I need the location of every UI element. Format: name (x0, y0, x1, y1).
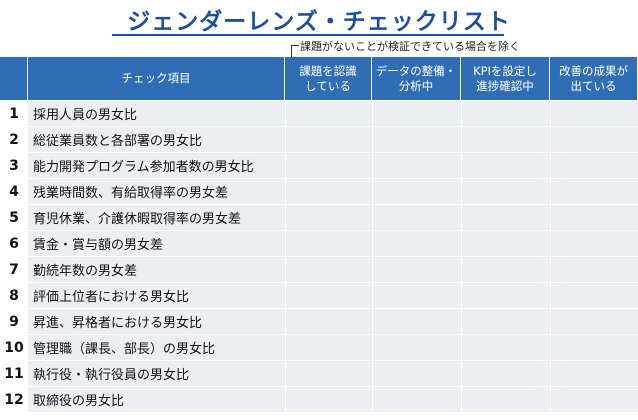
row-number: 7 (0, 257, 28, 282)
check-cell (550, 231, 638, 256)
check-cell (461, 101, 550, 126)
check-cell (461, 127, 550, 152)
row-item: 育児休業、介護休暇取得率の男女差 (28, 205, 285, 230)
row-item: 執行役・執行役員の男女比 (28, 361, 285, 386)
check-cell (461, 361, 550, 386)
check-cell (461, 257, 550, 282)
header-cell: KPIを設定し 進捗確認中 (461, 57, 550, 100)
check-cell (461, 179, 550, 204)
row-number: 6 (0, 231, 28, 256)
check-cell (461, 153, 550, 178)
header-cell: チェック項目 (28, 57, 285, 100)
row-number: 2 (0, 127, 28, 152)
row-item: 評価上位者における男女比 (28, 283, 285, 308)
header-text: 課題を認識 (299, 63, 357, 78)
check-cell (550, 335, 638, 360)
check-cell (461, 205, 550, 230)
check-cell (372, 127, 461, 152)
row-item: 能力開発プログラム参加者数の男女比 (28, 153, 285, 178)
check-cell (550, 387, 638, 412)
check-cell (461, 231, 550, 256)
header-text: 分析中 (398, 78, 434, 93)
check-cell (285, 101, 372, 126)
check-cell (372, 361, 461, 386)
check-cell (372, 205, 461, 230)
check-cell (550, 101, 638, 126)
note: 課題がないことが検証できている場合を除く (300, 40, 520, 53)
row-item: 残業時間数、有給取得率の男女差 (28, 179, 285, 204)
row-number: 8 (0, 283, 28, 308)
note-bracket (291, 45, 299, 58)
check-cell (550, 283, 638, 308)
row-item: 昇進、昇格者における男女比 (28, 309, 285, 334)
check-cell (285, 335, 372, 360)
check-cell (372, 283, 461, 308)
check-cell (285, 127, 372, 152)
row-item: 管理職（課長、部長）の男女比 (28, 335, 285, 360)
row-number: 9 (0, 309, 28, 334)
header-text: している (305, 78, 351, 93)
check-cell (461, 309, 550, 334)
check-cell (285, 309, 372, 334)
check-cell (372, 387, 461, 412)
check-cell (285, 283, 372, 308)
header-cell (0, 57, 28, 100)
row-number: 12 (0, 387, 28, 412)
header-cell: 改善の成果が 出ている (550, 57, 638, 100)
header-text: 出ている (570, 78, 617, 93)
check-cell (461, 387, 550, 412)
row-item: 賃金・賞与額の男女差 (28, 231, 285, 256)
header-text: KPIを設定し (473, 63, 537, 78)
header-text: 改善の成果が (559, 63, 628, 78)
check-cell (372, 153, 461, 178)
row-number: 3 (0, 153, 28, 178)
header-text: データの整備・ (375, 63, 457, 78)
header-text: 進捗確認中 (476, 78, 534, 93)
row-number: 1 (0, 101, 28, 126)
header-text: チェック項目 (121, 71, 191, 85)
check-cell (372, 309, 461, 334)
header-cell: 課題を認識 している (285, 57, 372, 100)
row-item: 取締役の男女比 (28, 387, 285, 412)
check-cell (372, 179, 461, 204)
check-cell (550, 153, 638, 178)
check-cell (461, 283, 550, 308)
check-cell (372, 257, 461, 282)
check-cell (285, 257, 372, 282)
check-cell (285, 205, 372, 230)
check-cell (285, 231, 372, 256)
row-number: 11 (0, 361, 28, 386)
check-cell (550, 257, 638, 282)
row-number: 4 (0, 179, 28, 204)
row-item: 総従業員数と各部署の男女比 (28, 127, 285, 152)
title: ジェンダーレンズ・チェックリスト (127, 9, 511, 35)
header-cell: データの整備・ 分析中 (372, 57, 461, 100)
check-cell (285, 153, 372, 178)
check-cell (372, 231, 461, 256)
row-item: 勤続年数の男女差 (28, 257, 285, 282)
check-cell (461, 335, 550, 360)
check-cell (550, 361, 638, 386)
row-item: 採用人員の男女比 (28, 101, 285, 126)
check-cell (285, 387, 372, 412)
check-cell (550, 205, 638, 230)
check-cell (550, 127, 638, 152)
title-rule (112, 34, 504, 36)
row-number: 5 (0, 205, 28, 230)
check-cell (372, 335, 461, 360)
check-cell (550, 179, 638, 204)
check-cell (550, 309, 638, 334)
row-number: 10 (0, 335, 28, 360)
check-cell (372, 101, 461, 126)
check-cell (285, 361, 372, 386)
check-cell (285, 179, 372, 204)
